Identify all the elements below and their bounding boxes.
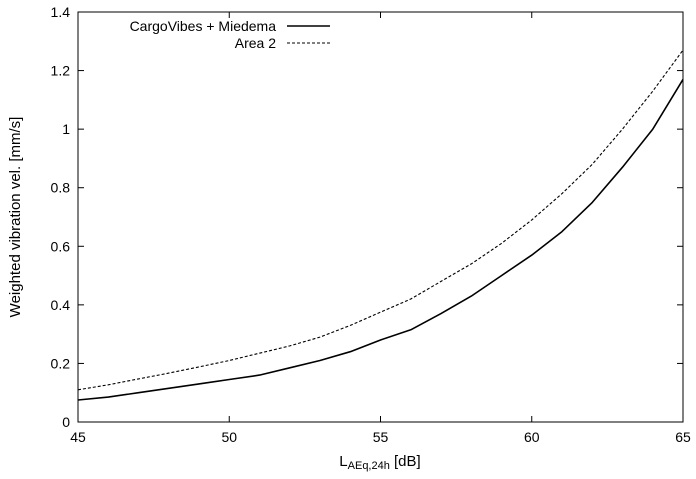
x-tick-label: 45 bbox=[70, 429, 86, 445]
legend-label-cargovibes: CargoVibes + Miedema bbox=[130, 18, 277, 34]
y-tick-label: 1.2 bbox=[51, 63, 71, 79]
legend: CargoVibes + Miedema Area 2 bbox=[130, 18, 330, 51]
y-tick-label: 0.8 bbox=[51, 180, 71, 196]
y-tick-label: 1 bbox=[62, 121, 70, 137]
legend-label-area2: Area 2 bbox=[235, 35, 276, 51]
x-tick-label: 50 bbox=[221, 429, 237, 445]
x-tick-label: 65 bbox=[675, 429, 691, 445]
axis-ticks: 45 50 55 60 65 0 0.2 0.4 0.6 0.8 1 1.2 1.4 bbox=[51, 4, 691, 445]
series-line-cargovibes bbox=[77, 78, 684, 401]
y-axis-label: Weighted vibration vel. [mm/s] bbox=[7, 117, 24, 318]
x-axis-label: LAEq,24h [dB] bbox=[339, 453, 420, 472]
series-line-area2 bbox=[77, 49, 684, 391]
y-tick-label: 1.4 bbox=[51, 4, 71, 20]
x-tick-label: 60 bbox=[524, 429, 540, 445]
y-tick-label: 0 bbox=[62, 414, 70, 430]
y-tick-label: 0.2 bbox=[51, 355, 71, 371]
series-lines bbox=[77, 49, 684, 401]
y-tick-label: 0.6 bbox=[51, 238, 71, 254]
x-tick-label: 55 bbox=[373, 429, 389, 445]
plot-frame bbox=[77, 11, 684, 423]
y-tick-label: 0.4 bbox=[51, 297, 71, 313]
